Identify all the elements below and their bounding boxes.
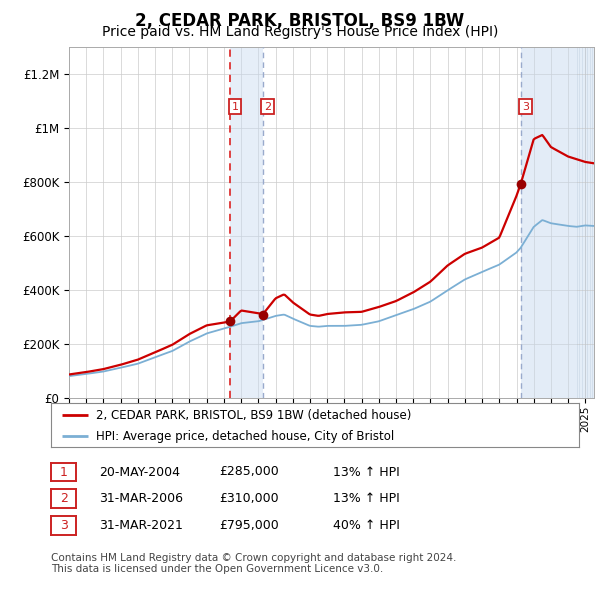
Text: HPI: Average price, detached house, City of Bristol: HPI: Average price, detached house, City… — [96, 430, 394, 442]
Text: 1: 1 — [59, 466, 68, 478]
Text: 40% ↑ HPI: 40% ↑ HPI — [333, 519, 400, 532]
Text: 31-MAR-2006: 31-MAR-2006 — [99, 492, 183, 505]
Bar — [577, 47, 594, 398]
Text: 2: 2 — [59, 492, 68, 505]
Text: Contains HM Land Registry data © Crown copyright and database right 2024.
This d: Contains HM Land Registry data © Crown c… — [51, 553, 457, 575]
Text: 20-MAY-2004: 20-MAY-2004 — [99, 466, 180, 478]
Text: 2: 2 — [264, 101, 271, 112]
Text: £795,000: £795,000 — [219, 519, 279, 532]
Text: 1: 1 — [232, 101, 239, 112]
Text: 3: 3 — [522, 101, 529, 112]
Bar — [521, 47, 594, 398]
Bar — [521, 47, 577, 398]
Text: 31-MAR-2021: 31-MAR-2021 — [99, 519, 183, 532]
Text: £310,000: £310,000 — [219, 492, 278, 505]
Text: £285,000: £285,000 — [219, 466, 279, 478]
Text: 13% ↑ HPI: 13% ↑ HPI — [333, 466, 400, 478]
Bar — [230, 47, 263, 398]
Text: 13% ↑ HPI: 13% ↑ HPI — [333, 492, 400, 505]
Text: 2, CEDAR PARK, BRISTOL, BS9 1BW (detached house): 2, CEDAR PARK, BRISTOL, BS9 1BW (detache… — [96, 409, 411, 422]
Text: 2, CEDAR PARK, BRISTOL, BS9 1BW: 2, CEDAR PARK, BRISTOL, BS9 1BW — [136, 12, 464, 30]
Text: Price paid vs. HM Land Registry's House Price Index (HPI): Price paid vs. HM Land Registry's House … — [102, 25, 498, 39]
Text: 3: 3 — [59, 519, 68, 532]
